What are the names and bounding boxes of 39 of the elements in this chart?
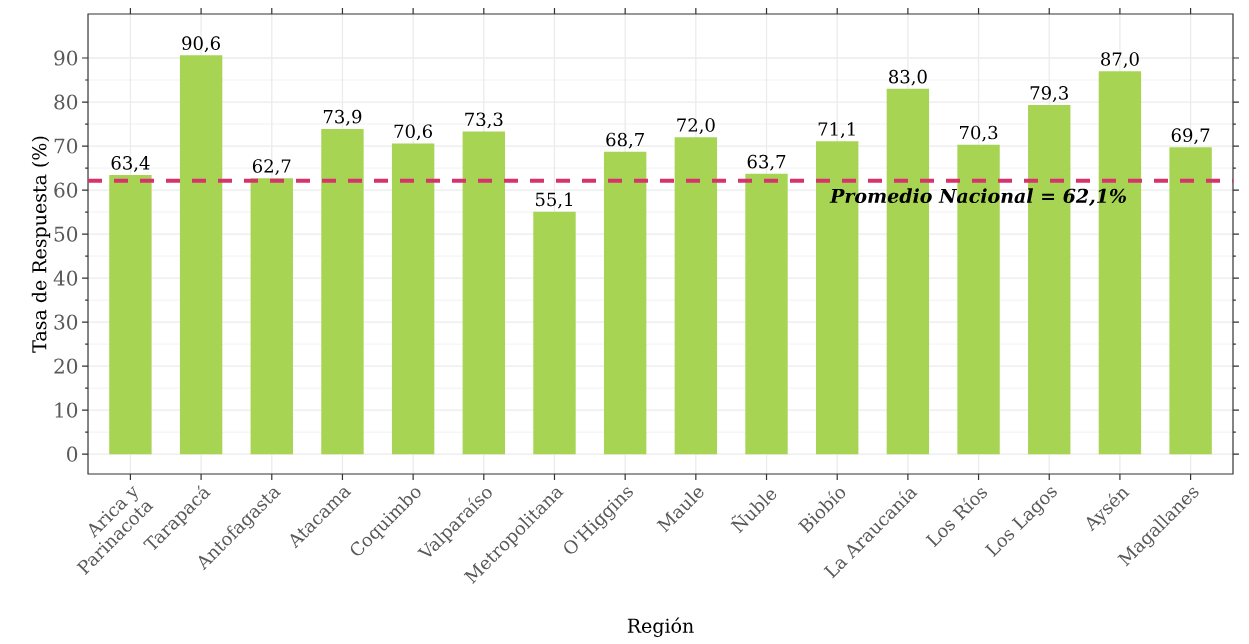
bar (674, 137, 718, 455)
bar (603, 151, 647, 455)
bar (745, 173, 788, 455)
bar (109, 175, 152, 455)
data-label: 70,6 (394, 124, 433, 141)
bar (391, 143, 435, 455)
bar (179, 55, 223, 455)
y-tick-label: 50 (54, 226, 78, 242)
y-tick-label: 30 (54, 314, 78, 330)
y-tick-label: 60 (54, 182, 78, 198)
data-label: 83,0 (889, 69, 927, 86)
data-label: 68,7 (606, 132, 644, 149)
y-tick-label: 90 (54, 50, 78, 66)
bar (462, 131, 506, 455)
data-label: 72,0 (677, 118, 715, 135)
data-label: 63,7 (747, 154, 786, 171)
data-label: 71,1 (818, 122, 855, 138)
bar (250, 178, 293, 455)
y-tick-label: 70 (54, 138, 78, 154)
x-axis-title: Región (627, 617, 694, 637)
bar (321, 128, 364, 455)
y-tick-label: 0 (67, 446, 78, 462)
data-label: 87,0 (1101, 52, 1139, 69)
data-label: 73,9 (323, 109, 362, 126)
data-label: 62,7 (252, 159, 291, 175)
data-label: 90,6 (182, 36, 220, 53)
data-label: 69,7 (1171, 128, 1210, 145)
bar (1169, 147, 1212, 455)
y-tick-label: 10 (55, 402, 78, 418)
y-tick-label: 40 (53, 270, 78, 286)
y-tick-label: 80 (54, 94, 78, 110)
bar (533, 211, 576, 455)
data-label: 70,3 (960, 125, 998, 142)
data-label: 63,4 (111, 156, 150, 172)
data-label: 55,1 (535, 192, 572, 209)
data-label: 73,3 (465, 112, 503, 129)
y-tick-label: 20 (54, 358, 78, 374)
y-axis-title: Tasa de Respuesta (%) (31, 136, 51, 353)
data-label: 79,3 (1030, 86, 1068, 102)
